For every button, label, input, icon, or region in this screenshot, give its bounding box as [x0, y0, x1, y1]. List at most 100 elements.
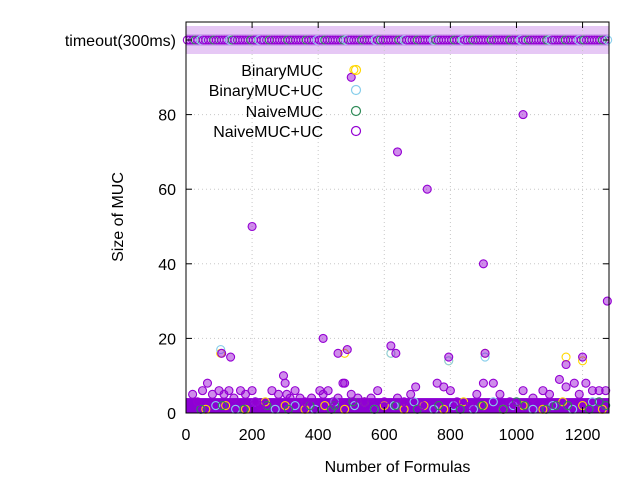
- legend-marker-naivemuc: [350, 105, 362, 117]
- naivemuc-uc-point: [406, 389, 416, 399]
- legend-label-naivemuc: NaiveMUC: [246, 104, 323, 121]
- legend-label-binarymuc: BinaryMUC: [241, 63, 323, 80]
- naivemuc-uc-point: [333, 393, 343, 403]
- naivemuc-uc-point: [240, 389, 251, 399]
- naivemuc-uc-point: [554, 374, 564, 384]
- naivemuc-uc-point: [472, 389, 482, 399]
- naivemuc-uc-point: [247, 386, 257, 396]
- naivemuc-uc-point: [207, 389, 217, 399]
- naivemuc-uc-point: [432, 378, 442, 388]
- x-tick-label: 800: [437, 427, 464, 444]
- naivemuc-uc-point: [399, 397, 409, 407]
- binarymuc-uc-point: [548, 400, 558, 411]
- naivemuc-uc-point: [255, 400, 265, 411]
- naivemuc-uc-point: [594, 386, 604, 396]
- legend-marker-binarymuc: [350, 64, 362, 76]
- naivemuc-uc-point: [346, 72, 356, 82]
- naivemuc-uc-point: [280, 378, 290, 388]
- naivemuc-uc-point: [366, 393, 376, 403]
- naivemuc-uc-point: [278, 371, 289, 381]
- naivemuc-uc-point: [193, 397, 203, 407]
- binarymuc-point: [578, 356, 588, 366]
- naivemuc-uc-point: [587, 386, 598, 396]
- binarymuc-point: [221, 400, 231, 411]
- y-tick-label: 60: [158, 182, 176, 199]
- naivemuc-uc-point: [478, 378, 488, 388]
- y-tick-label: 80: [158, 108, 176, 125]
- naivemuc-uc-point: [417, 400, 427, 411]
- naivemuc-point: [217, 400, 227, 411]
- naivemuc-uc-point: [386, 341, 396, 351]
- naivemuc-uc-point: [445, 386, 455, 396]
- naivemuc-uc-point: [480, 348, 490, 358]
- naivemuc-uc-point: [561, 382, 571, 392]
- binarymuc-uc-point: [444, 356, 454, 366]
- naivemuc-point: [434, 400, 444, 411]
- binarymuc-uc-point: [290, 400, 300, 411]
- naivemuc-point: [563, 400, 573, 411]
- legend-label-binarymuc-uc: BinaryMUC+UC: [209, 83, 323, 100]
- naivemuc-uc-point: [300, 397, 310, 407]
- naivemuc-point: [601, 400, 611, 411]
- y-tick-label: 20: [158, 331, 176, 348]
- naivemuc-uc-point: [202, 378, 213, 388]
- x-axis-title: Number of Formulas: [325, 459, 471, 476]
- legend-marker-binarymuc-uc: [350, 84, 362, 96]
- binarymuc-uc-point: [211, 400, 221, 411]
- binarymuc-point: [459, 397, 469, 407]
- naivemuc-uc-point: [353, 393, 363, 403]
- plot-frame: [185, 21, 610, 414]
- naivemuc-uc-point: [528, 393, 538, 403]
- naivemuc-uc-point: [267, 386, 277, 396]
- legend-marker-naivemuc-uc: [350, 125, 362, 137]
- naivemuc-uc-point: [488, 378, 498, 388]
- naivemuc-uc-point: [391, 348, 401, 358]
- naivemuc-point: [511, 397, 522, 407]
- naivemuc-uc-point: [392, 147, 403, 157]
- x-tick-label: 400: [305, 427, 332, 444]
- x-axis-ticks: 0 200 400 600 800 1000 1200: [182, 22, 600, 444]
- binarymuc-uc-point: [587, 397, 598, 407]
- naivemuc-uc-point: [307, 393, 317, 403]
- naivemuc-uc-point: [318, 333, 328, 343]
- naivemuc-uc-point: [505, 397, 515, 407]
- naivemuc-uc-point: [285, 393, 295, 403]
- legend-label-naivemuc-uc: NaiveMUC+UC: [213, 124, 323, 141]
- naivemuc-uc-point: [444, 352, 454, 362]
- naivemuc-uc-point: [226, 352, 236, 362]
- binarymuc-uc-point: [216, 345, 226, 355]
- x-tick-label: 0: [182, 427, 191, 444]
- naivemuc-point: [262, 400, 272, 411]
- naivemuc-uc-point: [561, 359, 571, 370]
- naivemuc-uc-point: [342, 345, 352, 355]
- naivemuc-uc-point: [217, 348, 227, 358]
- naivemuc-uc-point: [359, 397, 370, 407]
- naivemuc-uc-point: [224, 386, 234, 396]
- naivemuc-uc-point: [392, 393, 403, 403]
- naivemuc-uc-point: [290, 386, 300, 396]
- naivemuc-uc-point: [273, 389, 284, 399]
- binarymuc-uc-point: [488, 397, 498, 407]
- naivemuc-uc-point: [323, 386, 333, 396]
- naivemuc-uc-point: [229, 393, 239, 403]
- x-tick-label: 600: [371, 427, 398, 444]
- naivemuc-uc-point: [574, 389, 584, 399]
- y-tick-label: 40: [158, 257, 176, 274]
- naivemuc-point: [594, 397, 604, 407]
- naivemuc-uc-point: [569, 378, 579, 388]
- naivemuc-uc-point: [518, 386, 528, 396]
- naivemuc-uc-point: [247, 221, 257, 232]
- grid: [186, 22, 609, 413]
- naivemuc-uc-point: [452, 397, 462, 407]
- naivemuc-uc-point: [538, 386, 548, 396]
- y-axis-title: Size of MUC: [110, 172, 127, 262]
- x-tick-label: 1000: [499, 427, 535, 444]
- naivemuc-uc-point: [578, 352, 588, 362]
- naivemuc-uc-point: [581, 378, 591, 388]
- naivemuc-uc-point: [495, 389, 505, 399]
- data-points: [182, 35, 613, 414]
- naivemuc-point: [551, 400, 561, 411]
- naivemuc-uc-point: [465, 400, 475, 411]
- y-axis-ticks: 0 20 40 60 80 timeout(300ms): [65, 33, 609, 423]
